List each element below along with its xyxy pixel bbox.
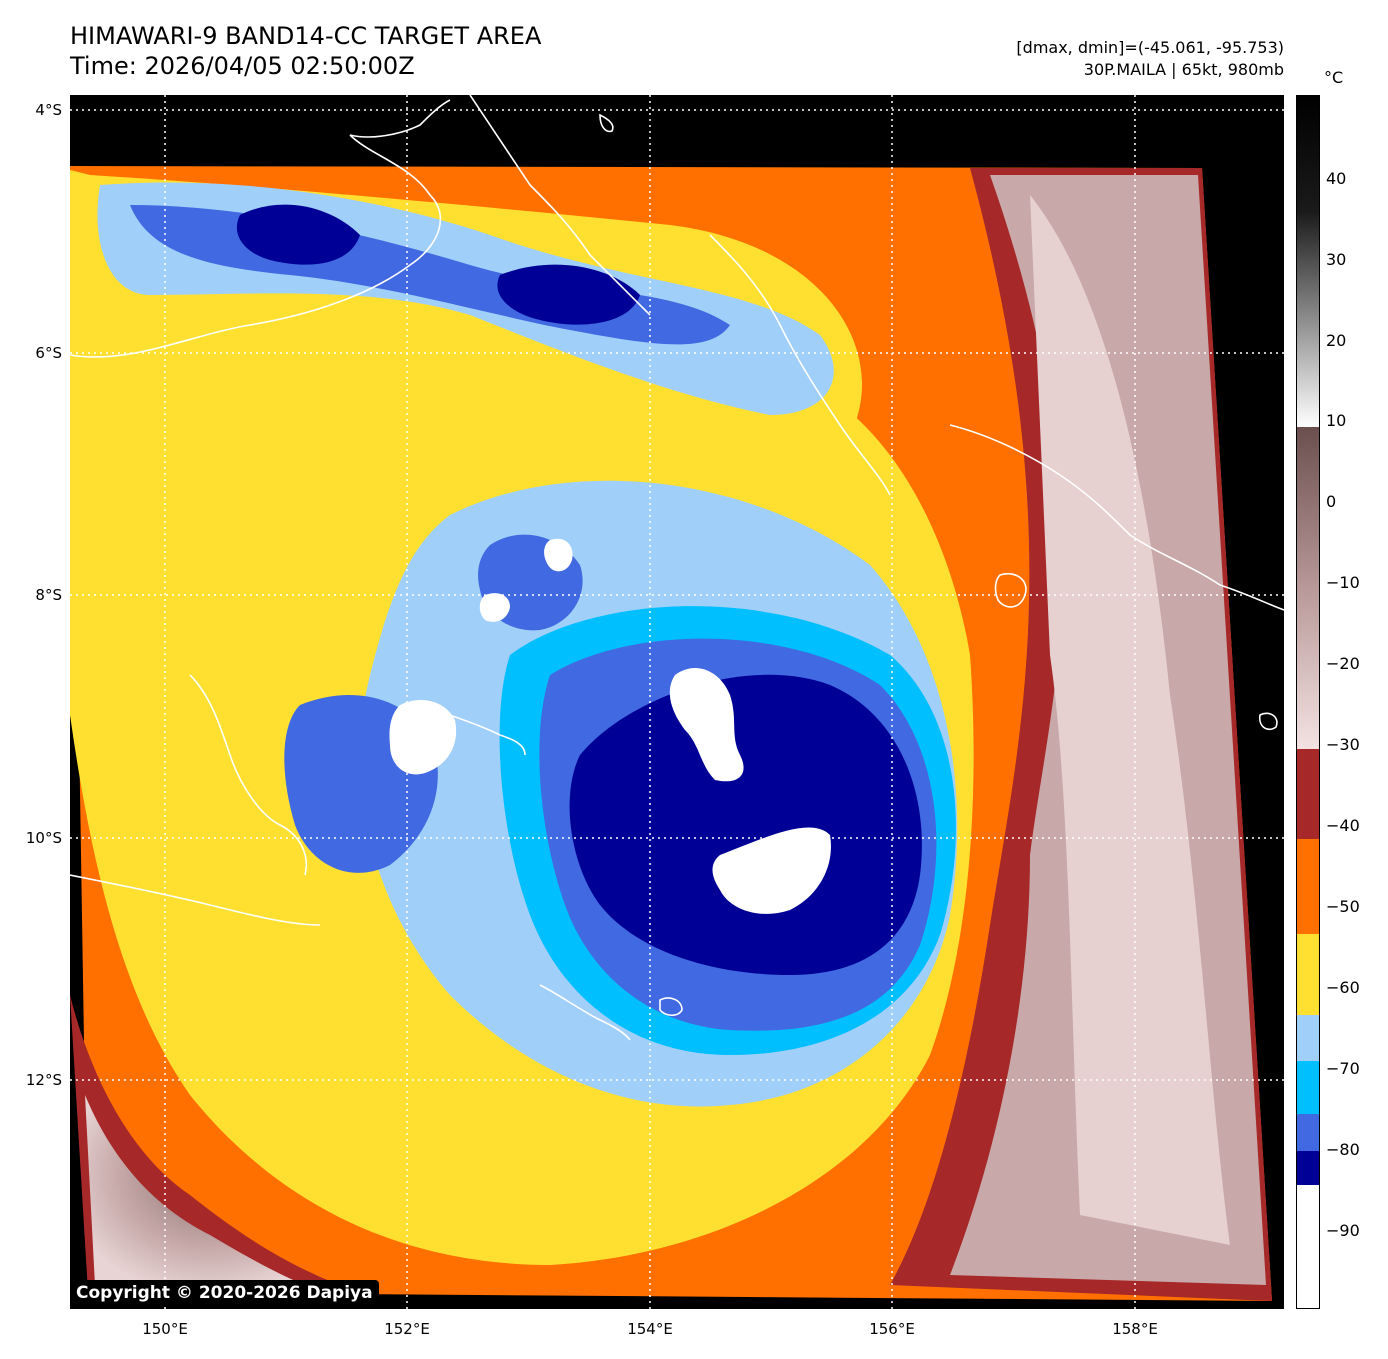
colorbar-tick-20: 20: [1326, 331, 1347, 350]
image-title: HIMAWARI-9 BAND14-CC TARGET AREA: [70, 22, 542, 50]
colorbar-tick-minus70: −70: [1326, 1059, 1360, 1078]
copyright-label: Copyright © 2020-2026 Dapiya: [70, 1280, 379, 1306]
colorbar: [1296, 95, 1320, 1309]
lon-label-154e: 154°E: [627, 1320, 673, 1338]
colorbar-tick-minus40: −40: [1326, 816, 1360, 835]
colorbar-unit: °C: [1324, 68, 1344, 87]
colorbar-tick-minus60: −60: [1326, 978, 1360, 997]
colorbar-tick-40: 40: [1326, 169, 1347, 188]
colorbar-tick-minus50: −50: [1326, 897, 1360, 916]
satellite-ir-image: [70, 95, 1284, 1309]
lat-label-10s: 10°S: [25, 829, 62, 847]
colorbar-tick-minus10: −10: [1326, 573, 1360, 592]
colorbar-tick-30: 30: [1326, 250, 1347, 269]
lon-label-150e: 150°E: [142, 1320, 188, 1338]
lon-label-156e: 156°E: [869, 1320, 915, 1338]
colorbar-tick-0: 0: [1326, 492, 1337, 511]
lon-label-158e: 158°E: [1112, 1320, 1158, 1338]
colorbar-tick-minus90: −90: [1326, 1221, 1360, 1240]
lon-label-152e: 152°E: [384, 1320, 430, 1338]
storm-info-label: 30P.MAILA | 65kt, 980mb: [1083, 60, 1284, 79]
lat-label-12s: 12°S: [25, 1071, 62, 1089]
lat-label-6s: 6°S: [35, 344, 62, 362]
dmax-dmin-label: [dmax, dmin]=(-45.061, -95.753): [1016, 38, 1284, 57]
colorbar-tick-minus20: −20: [1326, 654, 1360, 673]
colorbar-tick-10: 10: [1326, 411, 1347, 430]
lat-label-8s: 8°S: [35, 586, 62, 604]
image-time: Time: 2026/04/05 02:50:00Z: [70, 52, 415, 80]
colorbar-tick-minus80: −80: [1326, 1140, 1360, 1159]
colorbar-tick-minus30: −30: [1326, 735, 1360, 754]
lat-label-4s: 4°S: [35, 101, 62, 119]
